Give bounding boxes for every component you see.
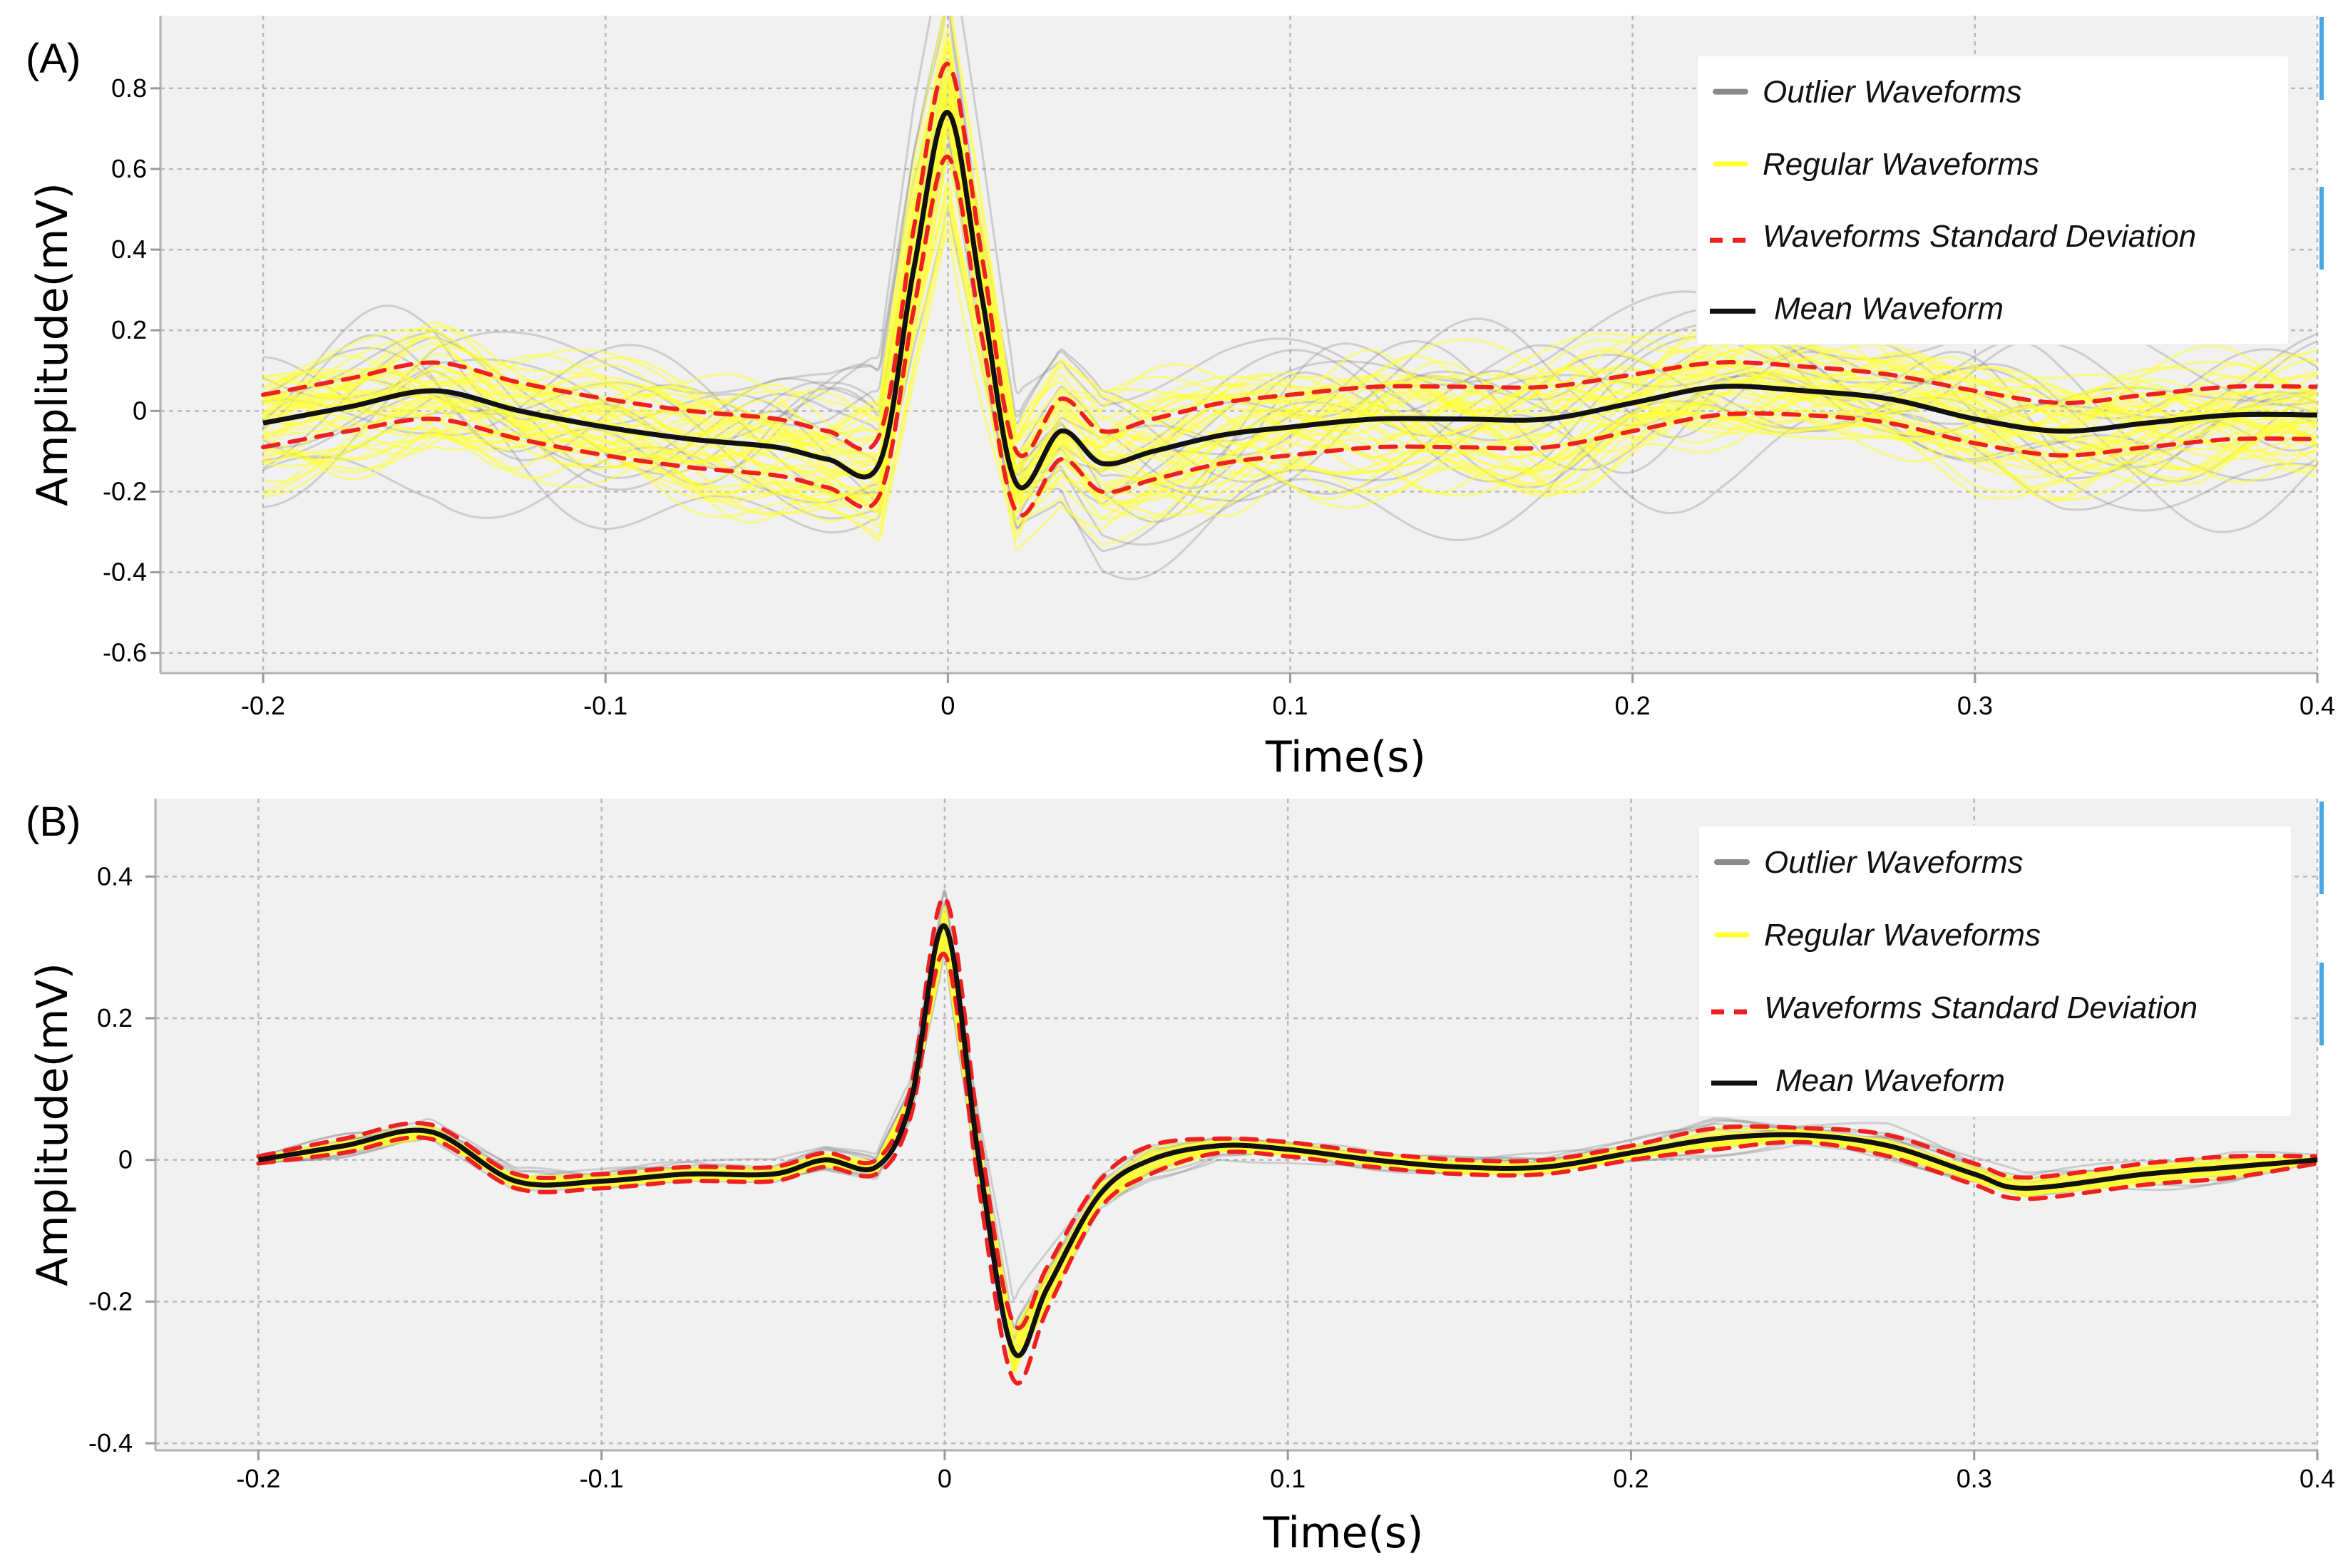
- regular-waveform: [262, 109, 2317, 498]
- y-tick-label: -0.2: [88, 1286, 133, 1316]
- panel-label: (B): [26, 799, 81, 845]
- regular-waveform: [258, 938, 2317, 1371]
- y-tick-label: 0.6: [111, 154, 147, 183]
- y-tick-label: 0: [118, 1145, 133, 1174]
- regular-waveform: [262, 65, 2317, 451]
- y-tick-label: 0.2: [97, 1003, 133, 1032]
- legend-box: [1698, 825, 2292, 1117]
- regular-waveform: [258, 944, 2317, 1374]
- panel-label: (A): [26, 36, 81, 82]
- legend-label-mean: Mean Waveform: [1774, 291, 2004, 326]
- regular-waveform: [262, 43, 2317, 468]
- y-tick-label: 0.4: [111, 235, 147, 264]
- regular-waveform: [262, 133, 2317, 493]
- x-tick-label: 0.1: [1270, 1464, 1306, 1493]
- regular-waveform: [262, 83, 2317, 470]
- y-axis-title: Amplitude(mV): [28, 963, 78, 1286]
- legend-label-mean: Mean Waveform: [1775, 1063, 2005, 1098]
- x-tick-label: 0.3: [1957, 1464, 1992, 1493]
- x-tick-label: -0.2: [236, 1464, 280, 1493]
- outlier-waveform: [262, 99, 2317, 580]
- legend: Outlier Waveforms Regular Waveforms Wavefo…: [1698, 825, 2292, 1117]
- x-axis-title: Time(s): [1265, 732, 1426, 782]
- regular-waveform: [262, 16, 2317, 443]
- y-tick-label: -0.2: [103, 476, 147, 506]
- x-tick-label: -0.1: [583, 691, 627, 720]
- legend: Outlier Waveforms Regular Waveforms Wavefo…: [1696, 55, 2290, 345]
- waveform-layer: [256, 889, 2317, 1386]
- x-tick-label: 0.4: [2299, 691, 2335, 720]
- x-tick-label: 0.2: [1613, 1464, 1649, 1493]
- legend-label-outlier: Outlier Waveforms: [1763, 75, 2022, 110]
- std-lower-line: [256, 951, 2317, 1386]
- y-axis-title: Amplitude(mV): [28, 183, 78, 506]
- regular-waveform: [262, 109, 2317, 478]
- legend-label-regular: Regular Waveforms: [1763, 147, 2039, 182]
- y-tick-label: 0.4: [97, 861, 133, 891]
- y-tick-label: 0: [133, 396, 147, 425]
- x-tick-label: 0.1: [1273, 691, 1308, 720]
- std-upper-line: [256, 896, 2317, 1331]
- regular-waveform: [262, 58, 2317, 463]
- x-tick-label: 0.2: [1615, 691, 1651, 720]
- y-tick-label: 0.8: [111, 73, 147, 103]
- panel-b: -0.2 -0.1 0 0.1 0.2 0.3 0.4 -0.4 -0.2 0 0.2 0.4 (B) T…: [26, 799, 2335, 1558]
- mean-waveform-line: [257, 923, 2317, 1358]
- x-tick-label: -0.1: [580, 1464, 624, 1493]
- x-tick-label: 0.4: [2299, 1464, 2335, 1493]
- panel-a: -0.2 -0.1 0 0.1 0.2 0.3 0.4 -0.6 -0.4 -0.2 0 0.2 0.4…: [26, 16, 2335, 782]
- legend-label-outlier: Outlier Waveforms: [1764, 845, 2024, 880]
- x-tick-label: 0.3: [1957, 691, 1993, 720]
- x-tick-label: -0.2: [241, 691, 285, 720]
- std-upper-line: [261, 61, 2317, 458]
- legend-label-regular: Regular Waveforms: [1764, 918, 2041, 953]
- x-tick-label: 0: [938, 1464, 952, 1493]
- legend-label-std: Waveforms Standard Deviation: [1764, 990, 2198, 1025]
- regular-waveform: [262, 186, 2317, 516]
- regular-waveform: [262, 122, 2317, 519]
- legend-label-std: Waveforms Standard Deviation: [1763, 219, 2196, 254]
- y-tick-label: -0.4: [88, 1428, 133, 1457]
- std-lower-line: [261, 155, 2317, 518]
- x-axis-title: Time(s): [1263, 1508, 1424, 1558]
- regular-waveform: [262, 202, 2317, 537]
- y-tick-label: -0.6: [103, 638, 147, 667]
- regular-waveform: [262, 48, 2317, 456]
- waveform-layer: [261, 16, 2317, 580]
- mean-waveform-line: [262, 110, 2317, 491]
- y-tick-label: -0.4: [103, 558, 147, 587]
- y-tick-label: 0.2: [111, 315, 147, 344]
- x-tick-label: 0: [940, 691, 955, 720]
- outlier-waveform: [262, 59, 2317, 483]
- legend-box: [1696, 55, 2290, 345]
- regular-waveform: [262, 123, 2317, 499]
